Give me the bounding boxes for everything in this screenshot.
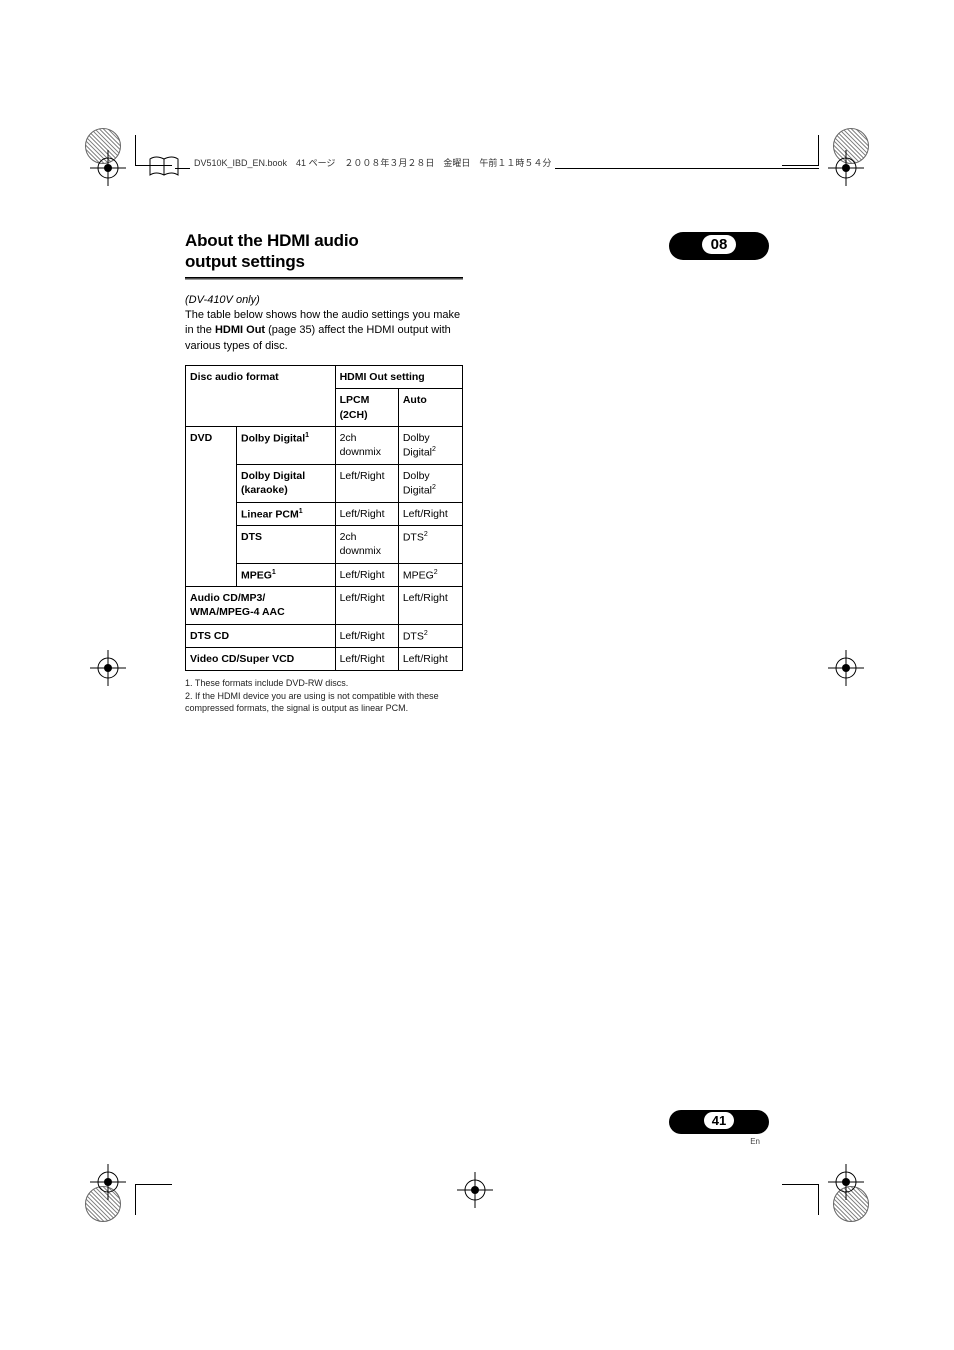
page-lang: En: [750, 1137, 760, 1146]
cell-auto: MPEG2: [398, 563, 462, 587]
hdmi-audio-table: Disc audio format HDMI Out setting LPCM …: [185, 365, 463, 671]
chapter-number: 08: [702, 235, 737, 254]
row-dvd: DVD: [186, 426, 237, 586]
cell-format: Audio CD/MP3/ WMA/MPEG-4 AAC: [186, 587, 336, 624]
cell-auto: Dolby Digital2: [398, 464, 462, 502]
book-icon: [148, 155, 180, 179]
chapter-badge: 08: [669, 232, 769, 260]
col-hdmi-out: HDMI Out setting: [335, 366, 462, 389]
table-row: Audio CD/MP3/ WMA/MPEG-4 AAC Left/Right …: [186, 587, 463, 624]
cell-format: Dolby Digital (karaoke): [237, 464, 336, 502]
crop-mark: [782, 1184, 819, 1215]
page-badge: 41: [669, 1110, 769, 1134]
cell-format: DTS: [237, 526, 336, 563]
header-filename: DV510K_IBD_EN.book 41 ページ ２００８年３月２８日 金曜日…: [190, 156, 555, 169]
cell-lpcm: Left/Right: [335, 502, 398, 526]
col-disc-audio: Disc audio format: [186, 366, 336, 427]
registration-mark-icon: [826, 1162, 866, 1202]
cell-auto: DTS2: [398, 526, 462, 563]
crop-mark: [135, 1184, 172, 1215]
model-note: (DV-410V only): [185, 294, 463, 306]
title-rule: [185, 277, 463, 280]
col-auto: Auto: [398, 389, 462, 426]
table-row: DTS CD Left/Right DTS2: [186, 624, 463, 648]
footnotes: 1. These formats include DVD-RW discs. 2…: [185, 677, 463, 713]
registration-mark-icon: [826, 148, 866, 188]
page-number: 41: [704, 1112, 734, 1129]
content-column: About the HDMI audio output settings (DV…: [185, 230, 463, 714]
cell-lpcm: Left/Right: [335, 624, 398, 648]
cell-lpcm: 2ch downmix: [335, 426, 398, 464]
intro-text: The table below shows how the audio sett…: [185, 308, 463, 356]
cell-format: Video CD/Super VCD: [186, 648, 336, 671]
col-lpcm: LPCM (2CH): [335, 389, 398, 426]
cell-lpcm: 2ch downmix: [335, 526, 398, 563]
registration-mark-icon: [88, 148, 128, 188]
registration-mark-icon: [826, 648, 866, 688]
registration-mark-icon: [88, 648, 128, 688]
cell-auto: Dolby Digital2: [398, 426, 462, 464]
cell-format: MPEG1: [237, 563, 336, 587]
footnote-2: 2. If the HDMI device you are using is n…: [185, 690, 463, 714]
cell-auto: DTS2: [398, 624, 462, 648]
cell-lpcm: Left/Right: [335, 587, 398, 624]
cell-lpcm: Left/Right: [335, 464, 398, 502]
table-row: Video CD/Super VCD Left/Right Left/Right: [186, 648, 463, 671]
cell-format: DTS CD: [186, 624, 336, 648]
cell-format: Dolby Digital1: [237, 426, 336, 464]
footnote-1: 1. These formats include DVD-RW discs.: [185, 677, 463, 689]
cell-format: Linear PCM1: [237, 502, 336, 526]
cell-lpcm: Left/Right: [335, 648, 398, 671]
section-title: About the HDMI audio output settings: [185, 230, 463, 273]
table-row: Disc audio format HDMI Out setting: [186, 366, 463, 389]
crop-mark: [782, 135, 819, 166]
cell-lpcm: Left/Right: [335, 563, 398, 587]
table-row: DVD Dolby Digital1 2ch downmix Dolby Dig…: [186, 426, 463, 464]
cell-auto: Left/Right: [398, 502, 462, 526]
registration-mark-icon: [88, 1162, 128, 1202]
registration-mark-icon: [455, 1170, 495, 1210]
cell-auto: Left/Right: [398, 587, 462, 624]
cell-auto: Left/Right: [398, 648, 462, 671]
